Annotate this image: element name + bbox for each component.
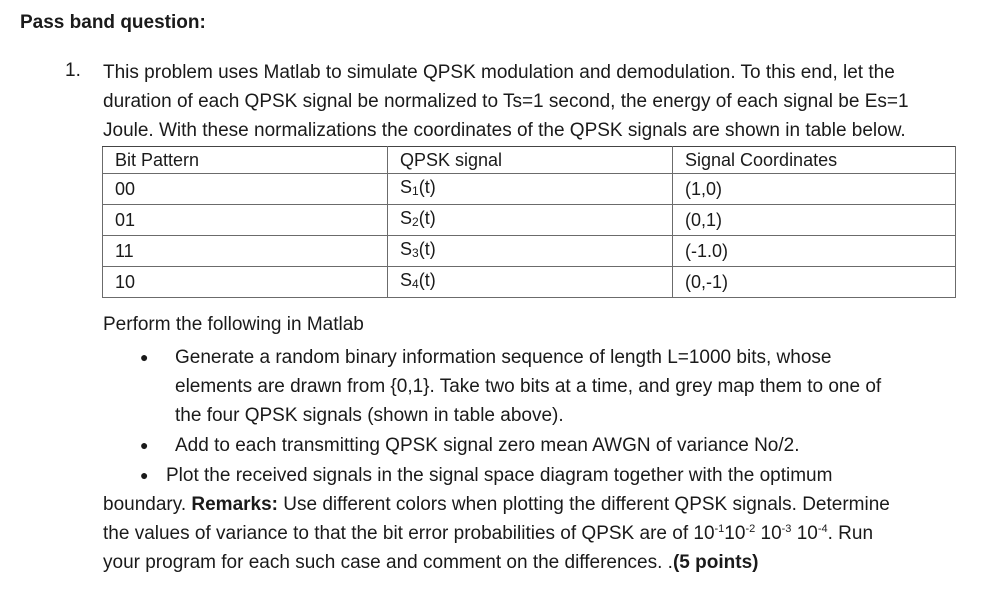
bullet-icon: ● (140, 349, 149, 365)
bullet-continuation: boundary. Remarks: Use different colors … (103, 490, 890, 577)
cell-signal-coordinates: (-1.0) (672, 235, 956, 267)
cell-bit-pattern: 11 (102, 235, 388, 267)
continuation-line: your program for each such case and comm… (103, 552, 759, 573)
remarks-label: Remarks: (191, 494, 278, 515)
bullet-item-generate: Generate a random binary information seq… (175, 347, 882, 426)
question-number: 1. (65, 60, 81, 81)
continuation-line: boundary. Remarks: Use different colors … (103, 494, 890, 515)
bullet-item-awgn: Add to each transmitting QPSK signal zer… (175, 435, 800, 456)
header-bit-pattern: Bit Pattern (102, 146, 388, 174)
question-paragraph: This problem uses Matlab to simulate QPS… (103, 58, 973, 145)
section-heading: Pass band question: (20, 12, 206, 33)
cell-bit-pattern: 01 (102, 204, 388, 236)
paragraph-line: This problem uses Matlab to simulate QPS… (103, 62, 895, 83)
header-signal-coordinates: Signal Coordinates (672, 146, 956, 174)
perform-intro: Perform the following in Matlab (103, 314, 364, 335)
points-label: (5 points) (672, 552, 759, 573)
paragraph-line: Joule. With these normalizations the coo… (103, 120, 906, 141)
cell-qpsk-signal: S4(t) (387, 266, 673, 298)
bullet-item-plot: Plot the received signals in the signal … (166, 465, 833, 486)
table-header-row: Bit Pattern QPSK signal Signal Coordinat… (102, 146, 956, 174)
cell-qpsk-signal: S2(t) (387, 204, 673, 236)
cell-bit-pattern: 00 (102, 173, 388, 205)
cell-bit-pattern: 10 (102, 266, 388, 298)
cell-signal-coordinates: (0,1) (672, 204, 956, 236)
qpsk-signal-table: Bit Pattern QPSK signal Signal Coordinat… (102, 146, 956, 298)
bullet-icon: ● (140, 467, 149, 483)
cell-qpsk-signal: S1(t) (387, 173, 673, 205)
cell-signal-coordinates: (1,0) (672, 173, 956, 205)
table-row: 01 S2(t) (0,1) (102, 204, 956, 236)
cell-signal-coordinates: (0,-1) (672, 266, 956, 298)
bullet-icon: ● (140, 437, 149, 453)
paragraph-line: duration of each QPSK signal be normaliz… (103, 91, 909, 112)
table-row: 00 S1(t) (1,0) (102, 173, 956, 205)
table-row: 11 S3(t) (-1.0) (102, 235, 956, 267)
header-qpsk-signal: QPSK signal (387, 146, 673, 174)
table-row: 10 S4(t) (0,-1) (102, 266, 956, 298)
cell-qpsk-signal: S3(t) (387, 235, 673, 267)
continuation-line: the values of variance to that the bit e… (103, 523, 874, 544)
